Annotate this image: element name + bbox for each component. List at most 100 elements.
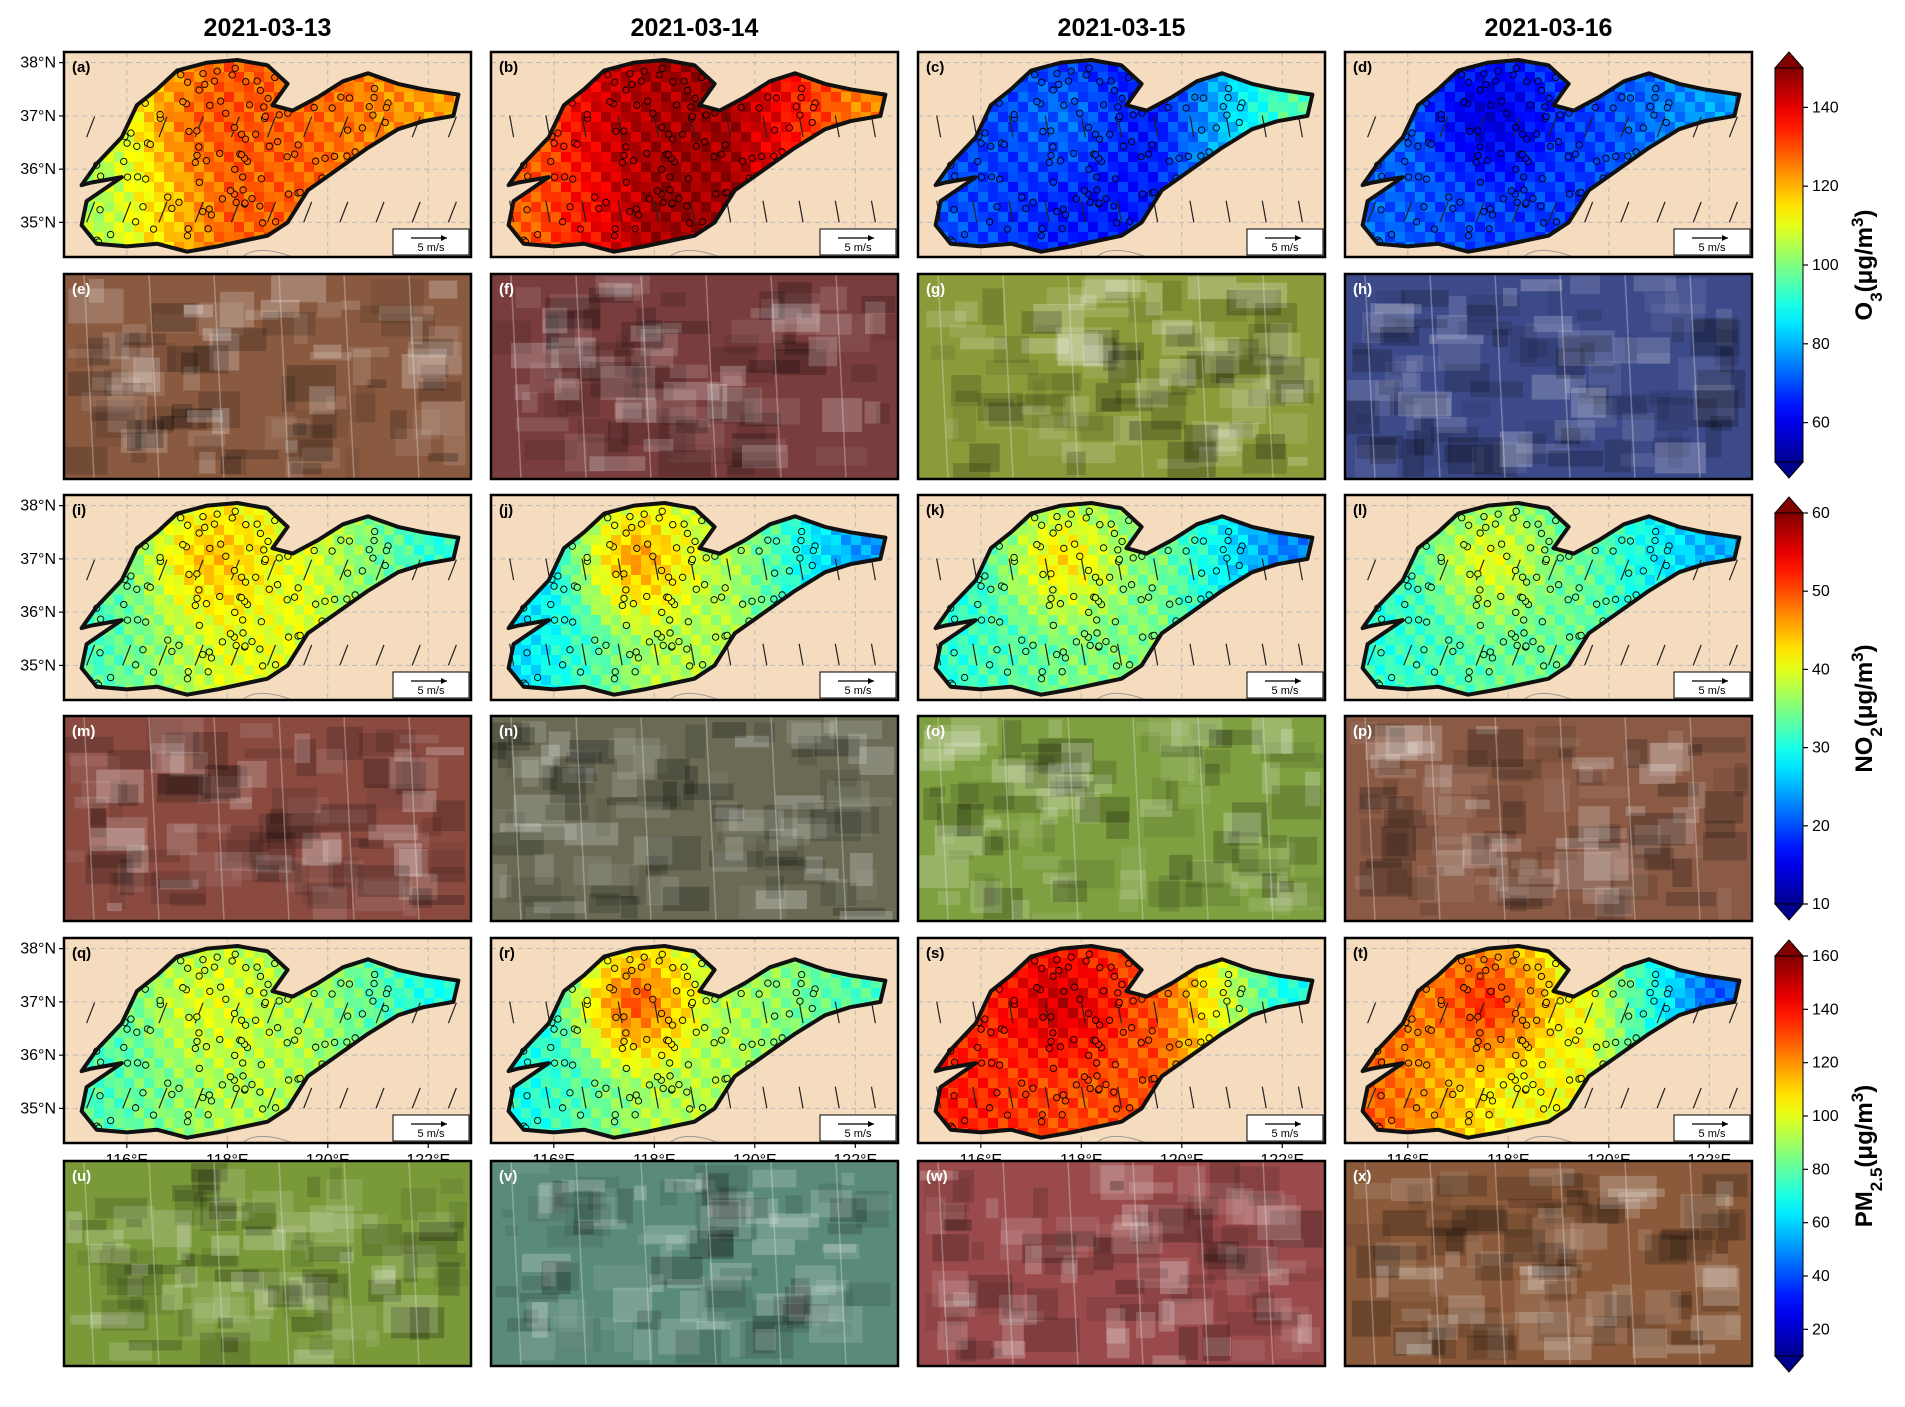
- field-cell: [234, 132, 245, 143]
- wind-vector: [1044, 200, 1050, 223]
- field-cell: [521, 232, 532, 243]
- field-cell: [1108, 192, 1119, 203]
- land-parcel: [661, 401, 685, 426]
- field-cell: [364, 525, 375, 536]
- land-parcel: [771, 303, 820, 332]
- field-cell: [354, 535, 365, 546]
- field-cell: [1525, 122, 1536, 133]
- field-cell: [1445, 172, 1456, 183]
- field-cell: [1028, 232, 1039, 243]
- field-cell: [244, 112, 255, 123]
- station-marker: [1529, 194, 1537, 203]
- field-cell: [274, 182, 285, 193]
- land-parcel: [760, 298, 780, 319]
- wind-scale-box: [1673, 228, 1751, 256]
- field-cell: [154, 152, 165, 163]
- station-marker: [1474, 127, 1482, 135]
- field-cell: [164, 182, 175, 193]
- station-marker: [666, 186, 674, 194]
- land-parcel: [299, 439, 333, 462]
- field-cell: [304, 575, 315, 586]
- wind-scale-box: [819, 228, 897, 256]
- field-cell: [611, 162, 622, 173]
- field-cell: [1068, 232, 1079, 243]
- field-cell: [1605, 142, 1616, 153]
- field-cell: [254, 132, 265, 143]
- field-cell: [541, 182, 552, 193]
- map-panel: 5 m/s(a)38°N37°N36°N35°N: [20, 50, 473, 259]
- wind-vector: [798, 115, 804, 138]
- land-parcel: [1156, 458, 1200, 469]
- land-parcel: [1288, 456, 1308, 466]
- field-cell: [631, 62, 642, 73]
- field-cell: [1058, 162, 1069, 173]
- field-cell: [114, 595, 125, 606]
- wind-vector: [1261, 200, 1267, 223]
- field-cell: [741, 122, 752, 133]
- station-marker: [1175, 154, 1183, 162]
- station-marker: [658, 64, 666, 72]
- field-cell: [1455, 82, 1466, 93]
- station-marker: [808, 118, 816, 127]
- station-marker: [321, 154, 329, 162]
- wind-vector: [762, 115, 768, 138]
- field-cell: [284, 122, 295, 133]
- road-line: [1132, 273, 1144, 480]
- field-cell: [561, 112, 572, 123]
- field-cell: [1435, 202, 1446, 213]
- land-parcel: [76, 344, 111, 367]
- station-marker: [1150, 188, 1158, 197]
- land-parcel: [632, 365, 686, 388]
- field-cell: [1475, 182, 1486, 193]
- field-cell: [1258, 92, 1269, 103]
- field-cell: [1008, 142, 1019, 153]
- colorbar-tick-label: 80: [1812, 336, 1830, 353]
- field-cell: [254, 112, 265, 123]
- station-marker: [96, 172, 105, 180]
- field-cell: [601, 152, 612, 163]
- station-marker: [717, 150, 726, 158]
- field-cell: [1118, 132, 1129, 143]
- station-marker: [1538, 175, 1547, 183]
- field-cell: [164, 575, 175, 586]
- land-parcel: [1068, 294, 1096, 311]
- field-cell: [621, 242, 632, 252]
- field-cell: [791, 112, 802, 123]
- station-marker: [1408, 129, 1416, 137]
- field-cell: [174, 525, 185, 536]
- field-cell: [114, 202, 125, 213]
- field-cell: [1475, 102, 1486, 113]
- station-marker: [149, 225, 158, 233]
- field-cell: [224, 525, 235, 536]
- field-cell: [1595, 132, 1606, 143]
- field-cell: [264, 575, 275, 586]
- land-parcel: [131, 435, 147, 463]
- land-parcel: [1081, 279, 1128, 304]
- field-cell: [681, 142, 692, 153]
- station-marker: [245, 101, 254, 109]
- field-cell: [234, 505, 245, 516]
- field-cell: [531, 192, 542, 203]
- wind-vector: [158, 116, 168, 138]
- field-cell: [214, 182, 225, 193]
- field-cell: [1028, 82, 1039, 93]
- station-marker: [683, 86, 692, 95]
- field-cell: [114, 232, 125, 243]
- field-cell: [1385, 152, 1396, 163]
- field-cell: [1148, 172, 1159, 183]
- station-marker: [1212, 124, 1221, 132]
- field-cell: [184, 132, 195, 143]
- satellite-panel: (e): [62, 272, 473, 481]
- field-cell: [988, 182, 999, 193]
- field-cell: [194, 112, 205, 123]
- field-cell: [1565, 132, 1576, 143]
- field-cell: [1298, 92, 1309, 103]
- field-cell: [174, 535, 185, 546]
- field-cell: [661, 72, 672, 83]
- land-parcel: [265, 416, 298, 450]
- field-cell: [174, 162, 185, 173]
- field-cell: [661, 122, 672, 133]
- land-parcel: [1253, 332, 1301, 366]
- field-cell: [1018, 122, 1029, 133]
- field-cell: [958, 192, 969, 203]
